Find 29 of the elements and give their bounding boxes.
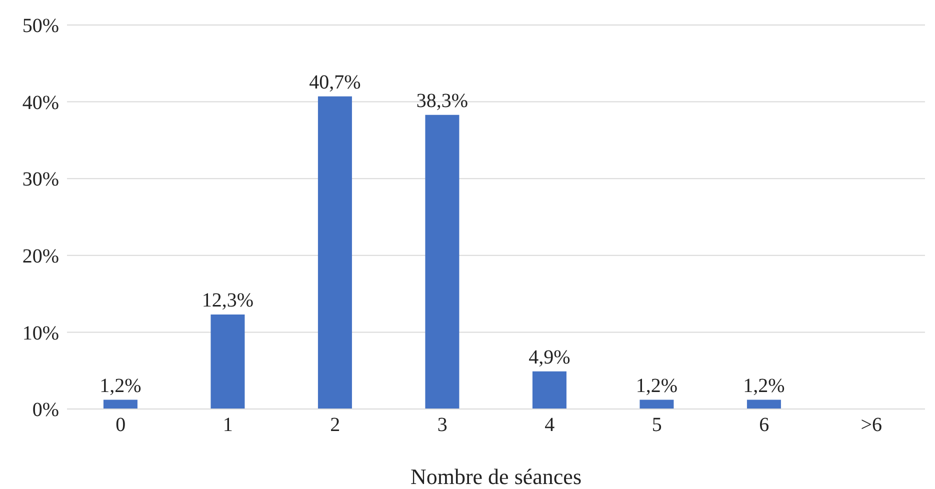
bar	[318, 96, 352, 409]
x-tick-label: 5	[652, 414, 662, 436]
bar	[746, 400, 781, 409]
x-tick-label: 0	[116, 414, 126, 436]
data-label: 4,9%	[528, 346, 570, 368]
x-tick-label: 3	[437, 414, 448, 436]
y-tick-label: 30%	[22, 168, 59, 191]
bar	[425, 114, 460, 409]
data-label: 1,2%	[636, 374, 678, 397]
bar	[210, 314, 245, 409]
x-tick-label: >6	[860, 414, 882, 436]
x-tick-label: 6	[759, 414, 770, 436]
data-label: 38,3%	[416, 90, 468, 112]
data-label: 12,3%	[202, 290, 254, 312]
bar	[532, 371, 566, 409]
y-tick-label: 20%	[22, 246, 59, 268]
bar	[640, 400, 674, 409]
data-label: 1,2%	[100, 374, 142, 397]
x-tick-label: 4	[544, 414, 555, 436]
x-tick-label: 1	[222, 414, 233, 436]
x-axis-title: Nombre de séances	[410, 464, 582, 489]
y-tick-label: 50%	[22, 15, 59, 38]
bar	[103, 400, 138, 409]
x-tick-label: 2	[330, 414, 340, 436]
y-tick-label: 0%	[32, 399, 59, 422]
data-label: 1,2%	[743, 374, 785, 397]
y-tick-label: 10%	[22, 322, 59, 344]
data-label: 40,7%	[309, 71, 361, 94]
y-tick-label: 40%	[22, 92, 59, 114]
